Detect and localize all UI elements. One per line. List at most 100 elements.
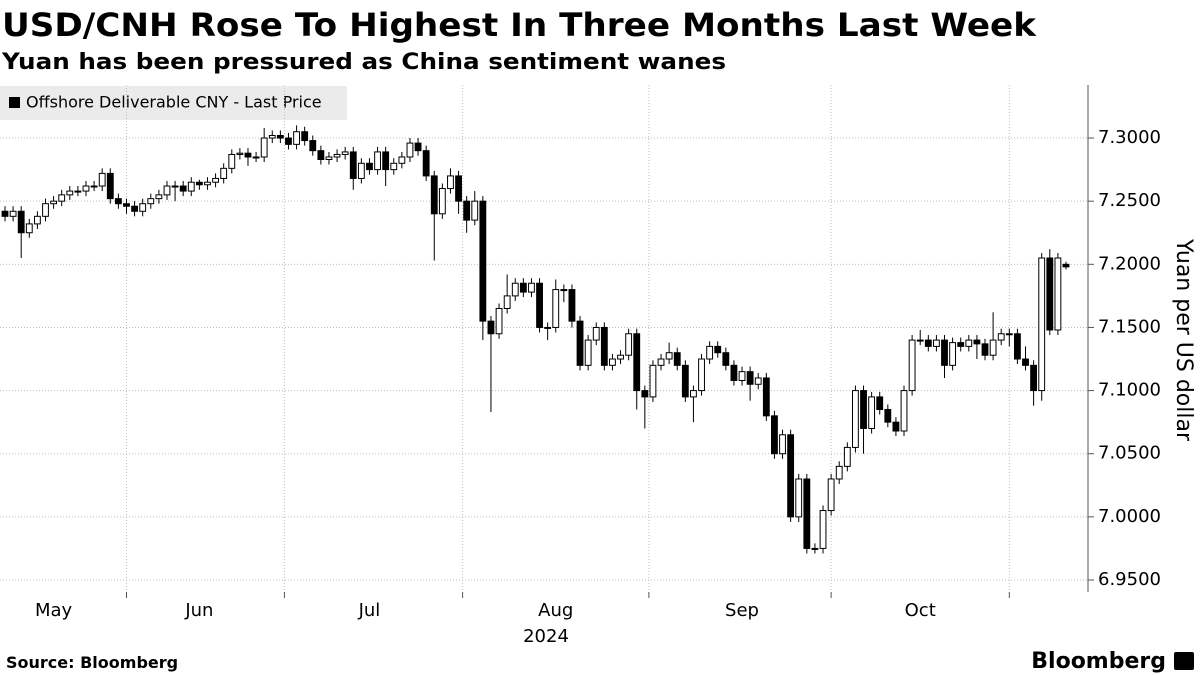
candle-body [106, 172, 114, 200]
y-tick-label: 6.9500 [1098, 569, 1161, 590]
y-tick-label: 7.1500 [1098, 316, 1161, 337]
candle-body [187, 181, 195, 192]
candle-body [228, 153, 236, 169]
candle-body [220, 167, 228, 179]
candle-body [989, 339, 997, 356]
candle-body [722, 352, 730, 366]
candle-body [860, 390, 867, 429]
candle-body [868, 396, 876, 429]
candle-body [333, 153, 341, 158]
candle-body [503, 295, 511, 310]
candle-body [803, 478, 811, 549]
candle-body [665, 352, 673, 360]
candle-body [892, 421, 900, 432]
candle-body [900, 390, 908, 432]
candle-body [1022, 358, 1029, 366]
candle-body [90, 185, 98, 188]
candle-body [649, 364, 657, 398]
y-tick-label: 7.3000 [1098, 127, 1161, 148]
candle-body [317, 150, 325, 161]
y-tick-label: 7.0000 [1098, 506, 1161, 527]
candle-body [390, 162, 398, 171]
candle-body [471, 200, 479, 221]
candle-body [779, 434, 786, 455]
candle-body [625, 333, 633, 356]
candle-body [268, 135, 276, 139]
candle-body [949, 342, 957, 366]
candle-body [293, 131, 300, 145]
candle-body [276, 135, 284, 139]
candle-body [560, 289, 568, 292]
candle-body [155, 194, 163, 200]
candle-body [916, 339, 924, 342]
candle-body [1038, 257, 1046, 392]
candle-body [544, 326, 552, 329]
candle-body [528, 282, 535, 293]
candle-body [997, 333, 1005, 341]
candle-body [25, 223, 33, 234]
candle-body [965, 339, 973, 347]
candle-body [690, 390, 697, 398]
x-tick-label: Sep [725, 600, 759, 621]
candle-body [932, 339, 940, 347]
candle-body [195, 181, 203, 186]
y-tick-label: 7.1000 [1098, 380, 1161, 401]
candle-body [924, 339, 932, 347]
candle-body [981, 343, 989, 356]
legend-swatch [9, 97, 20, 108]
candle-body [398, 156, 406, 164]
candle-body [787, 434, 795, 518]
candle-body [131, 205, 139, 212]
candle-body [771, 415, 778, 455]
candle-body [66, 190, 74, 196]
candle-body [50, 200, 58, 205]
candle-body [1013, 333, 1021, 360]
candle-body [1046, 257, 1054, 331]
candle-body [422, 150, 430, 177]
candle-body [568, 289, 576, 322]
candle-body [1054, 257, 1062, 331]
candle-body [487, 320, 495, 335]
candle-body [673, 352, 681, 366]
brand: Bloomberg [1031, 649, 1166, 674]
source: Source: Bloomberg [6, 653, 178, 672]
y-tick-label: 7.2000 [1098, 253, 1161, 274]
candle-body [74, 190, 82, 193]
candle-body [212, 177, 219, 183]
candle-body [552, 289, 560, 328]
candle-body [58, 194, 66, 202]
legend-label: Offshore Deliverable CNY - Last Price [26, 93, 322, 112]
candle-body [374, 151, 381, 171]
candle-body [341, 151, 349, 155]
candle-body [633, 333, 641, 392]
candle-body [163, 185, 171, 196]
candle-body [908, 339, 916, 392]
candle-body [309, 140, 317, 152]
candle-body [301, 131, 309, 142]
chart-subtitle: Yuan has been pressured as China sentime… [1, 50, 726, 75]
candle-body [42, 203, 49, 217]
x-tick-label: May [35, 600, 73, 621]
candle-body [795, 478, 803, 518]
candle-body [366, 162, 373, 171]
candle-body [357, 162, 365, 179]
candle-body [835, 465, 843, 480]
candle-body [609, 358, 616, 366]
candle-body [827, 478, 835, 512]
candle-body [592, 326, 600, 341]
candle-body [641, 390, 649, 398]
chart-title: USD/CNH Rose To Highest In Three Months … [2, 6, 1037, 44]
candle-body [730, 364, 738, 381]
candle-body [244, 152, 252, 158]
candle-body [179, 185, 187, 192]
candle-body [285, 137, 292, 145]
candle-body [681, 364, 689, 398]
candle-body [876, 396, 884, 411]
candle-body [495, 308, 503, 335]
candle-body [843, 446, 851, 467]
candle-body [738, 371, 746, 381]
candle-body [1062, 263, 1070, 268]
candle-body [430, 175, 438, 215]
candle-body [252, 156, 260, 159]
